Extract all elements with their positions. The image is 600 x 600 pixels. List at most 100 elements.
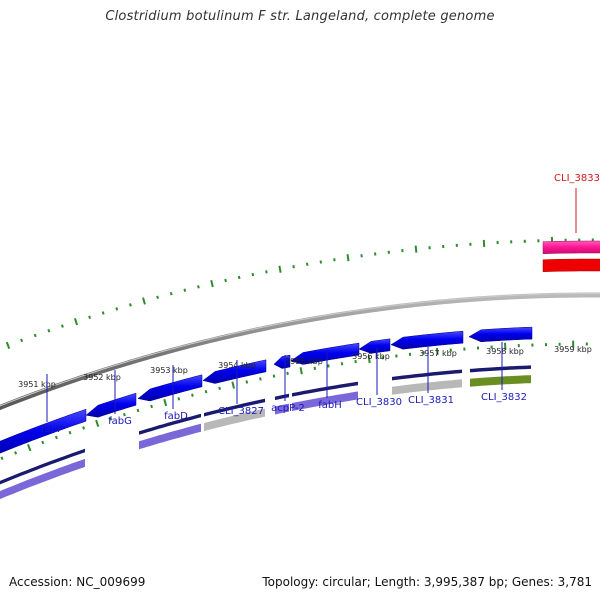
- feature-bar-fabD[interactable]: [139, 423, 201, 450]
- outer-minor-tick: [224, 278, 227, 283]
- inner-minor-tick: [123, 412, 126, 417]
- gene-label-CLI_3827[interactable]: CLI_3827: [218, 406, 264, 417]
- gene-arrow-CLI_3831[interactable]: [390, 330, 464, 350]
- inner-minor-tick: [354, 359, 357, 364]
- gene-label-CLI_3833[interactable]: CLI_3833: [554, 173, 600, 184]
- inner-major-tick: [95, 419, 100, 427]
- gene-arrow-CLI_3827[interactable]: [202, 359, 267, 384]
- inner-minor-tick: [54, 435, 58, 440]
- inner-minor-tick: [68, 430, 72, 435]
- gene-label-fabD[interactable]: fabD: [164, 411, 188, 422]
- inner-minor-tick: [136, 408, 140, 413]
- outer-minor-tick: [115, 307, 119, 311]
- kbp-tick-label: 3957 kbp: [419, 349, 457, 358]
- gene-label-fabF[interactable]: fabF: [41, 424, 63, 435]
- outer-minor-tick: [428, 246, 431, 250]
- outer-major-tick: [482, 239, 486, 247]
- kbp-tick-label: 3951 kbp: [18, 380, 56, 389]
- feature-bar-CLI_3832[interactable]: [470, 375, 531, 387]
- outer-minor-tick: [442, 244, 445, 249]
- inner-minor-tick: [272, 374, 276, 378]
- feature-bar-fabF[interactable]: [0, 458, 85, 508]
- feature-track: [0, 258, 600, 508]
- inner-minor-tick: [558, 342, 561, 346]
- gene-label-fabG[interactable]: fabG: [108, 416, 132, 427]
- accession-text: Accession: NC_009699: [9, 575, 146, 589]
- inner-minor-tick: [463, 347, 466, 351]
- inner-minor-tick: [449, 348, 452, 352]
- gene-label-fabH[interactable]: fabH: [318, 400, 342, 411]
- feature-bar-CLI_3833[interactable]: [542, 258, 600, 272]
- gene-label-acpP-2[interactable]: acpP-2: [271, 403, 305, 414]
- gene-arrow-CLI_3833[interactable]: [542, 240, 600, 254]
- kbp-tick-label: 3952 kbp: [83, 373, 121, 382]
- gene-arrow-CLI_3832[interactable]: [468, 326, 533, 343]
- feature-edge-acpP-2: [275, 393, 289, 401]
- inner-minor-tick: [259, 377, 262, 381]
- outer-minor-tick: [251, 272, 255, 277]
- inner-minor-tick: [476, 346, 480, 350]
- kbp-tick-label: 3958 kbp: [486, 347, 524, 356]
- feature-edge-CLI_3831: [392, 369, 462, 381]
- topology-text: Topology: circular; Length: 3,995,387 bp…: [262, 575, 592, 589]
- inner-minor-tick: [109, 417, 113, 421]
- gene-arrow-acpP-2[interactable]: [273, 354, 291, 369]
- outer-minor-tick: [333, 258, 336, 262]
- outer-minor-tick: [319, 260, 323, 264]
- gene-label-CLI_3831[interactable]: CLI_3831: [408, 395, 454, 406]
- gene-label-CLI_3830[interactable]: CLI_3830: [356, 397, 402, 408]
- inner-major-tick: [231, 381, 235, 389]
- inner-minor-tick: [327, 364, 330, 368]
- outer-minor-tick: [564, 238, 567, 242]
- outer-minor-tick: [496, 241, 499, 245]
- gene-arrow-fabD[interactable]: [137, 374, 203, 402]
- inner-minor-tick: [544, 343, 548, 347]
- genome-backbone: [0, 292, 600, 411]
- outer-minor-tick: [169, 291, 173, 296]
- inner-minor-tick: [313, 366, 317, 370]
- inner-minor-tick: [14, 451, 18, 455]
- inner-minor-tick: [381, 356, 384, 360]
- inner-minor-tick: [82, 426, 86, 430]
- inner-major-tick: [572, 340, 575, 348]
- feature-bar-CLI_3827[interactable]: [204, 408, 265, 431]
- feature-edge-fabH: [292, 381, 358, 397]
- inner-minor-tick: [218, 386, 221, 391]
- genome-title: Clostridium botulinum F str. Langeland, …: [105, 9, 495, 24]
- gene-arrow-CLI_3830[interactable]: [358, 338, 391, 354]
- inner-minor-tick: [408, 352, 412, 356]
- gene-arrow-fabG[interactable]: [85, 392, 137, 418]
- outer-major-tick: [210, 279, 214, 288]
- kbp-tick-label: 3955 kbp: [285, 357, 323, 366]
- gene-label-CLI_3832[interactable]: CLI_3832: [481, 392, 527, 403]
- outer-minor-tick: [401, 249, 404, 253]
- feature-bar-acpP-2[interactable]: [275, 403, 289, 415]
- outer-minor-tick: [60, 324, 64, 328]
- outer-minor-tick: [360, 254, 363, 258]
- inner-major-tick: [299, 367, 303, 375]
- feature-bar-fabH[interactable]: [292, 391, 358, 412]
- inner-minor-tick: [395, 354, 398, 358]
- inner-minor-tick: [41, 440, 45, 445]
- outer-major-tick: [278, 265, 282, 273]
- outer-minor-tick: [101, 311, 105, 315]
- inner-minor-tick: [585, 342, 588, 346]
- inner-major-tick: [27, 443, 32, 452]
- feature-edge-CLI_3827: [204, 398, 265, 417]
- kbp-tick-label: 3959 kbp: [554, 345, 592, 354]
- feature-edge-CLI_3832: [470, 365, 531, 373]
- inner-minor-tick: [286, 371, 289, 376]
- outer-minor-tick: [387, 250, 390, 254]
- inner-major-tick: [435, 347, 439, 356]
- outer-minor-tick: [292, 265, 295, 269]
- outer-minor-tick: [129, 303, 132, 307]
- inner-minor-tick: [490, 345, 493, 349]
- outer-major-tick: [5, 341, 11, 349]
- feature-bar-CLI_3831[interactable]: [392, 379, 462, 395]
- inner-minor-tick: [531, 343, 534, 347]
- inner-minor-tick: [0, 456, 4, 461]
- outer-minor-tick: [88, 315, 92, 319]
- inner-minor-tick: [177, 397, 181, 401]
- outer-minor-tick: [183, 288, 187, 292]
